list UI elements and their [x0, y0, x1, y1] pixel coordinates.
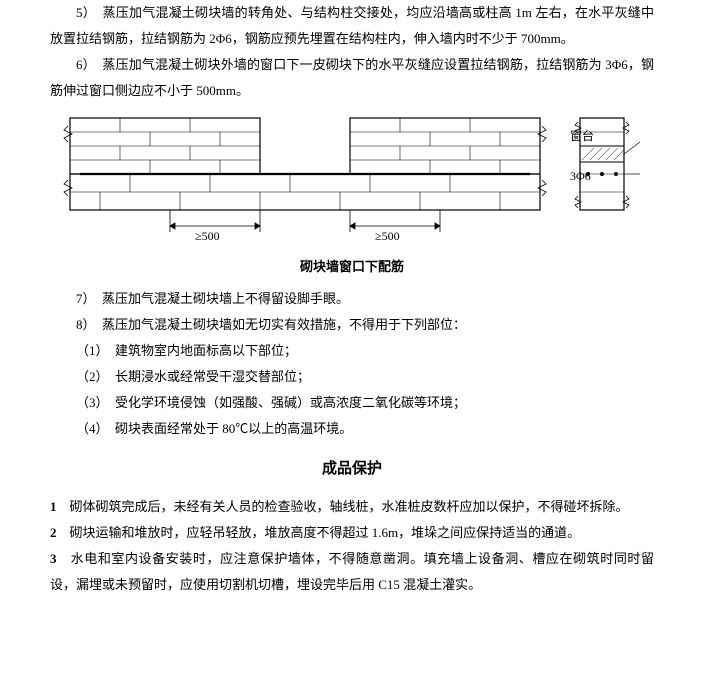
label-rebar: 3Φ6 [570, 169, 591, 183]
paragraph-8: 8） 蒸压加气混凝土砌块墙如无切实有效措施，不得用于下列部位： [50, 312, 654, 338]
sub-item-1: （1） 建筑物室内地面标高以下部位； [50, 338, 654, 364]
paragraph-7: 7） 蒸压加气混凝土砌块墙上不得留设脚手眼。 [50, 286, 654, 312]
protect-para-1: 1 砌体砌筑完成后，未经有关人员的检查验收，轴线桩，水准桩皮数杆应加以保护，不得… [50, 494, 654, 520]
label-sill: 窗台 [570, 128, 594, 143]
protect-para-3: 3 水电和室内设备安装时，应注意保护墙体，不得随意凿洞。填充墙上设备洞、槽应在砌… [50, 546, 654, 598]
paragraph-6: 6） 蒸压加气混凝土砌块外墙的窗口下一皮砌块下的水平灰缝应设置拉结钢筋，拉结钢筋… [50, 52, 654, 104]
p3-text: 水电和室内设备安装时，应注意保护墙体，不得随意凿洞。填充墙上设备洞、槽应在砌筑时… [50, 551, 654, 592]
dim-left-text: ≥500 [195, 229, 220, 243]
sub-item-2: （2） 长期浸水或经常受干湿交替部位； [50, 364, 654, 390]
sub-item-4: （4） 砌块表面经常处于 80℃以上的高温环境。 [50, 416, 654, 442]
section-title: 成品保护 [50, 454, 654, 484]
p1-text: 砌体砌筑完成后，未经有关人员的检查验收，轴线桩，水准桩皮数杆应加以保护，不得碰坏… [57, 499, 629, 514]
dim-right-text: ≥500 [375, 229, 400, 243]
diagram-svg: ≥500 ≥500 [50, 110, 654, 250]
p2-text: 砌块运输和堆放时，应轻吊轻放，堆放高度不得超过 1.6m，堆垛之间应保持适当的通… [57, 525, 581, 540]
document-page: 5） 蒸压加气混凝土砌块墙的转角处、与结构柱交接处，均应沿墙高或柱高 1m 左右… [0, 0, 704, 684]
protect-para-2: 2 砌块运输和堆放时，应轻吊轻放，堆放高度不得超过 1.6m，堆垛之间应保持适当… [50, 520, 654, 546]
sub-item-3: （3） 受化学环境侵蚀（如强酸、强碱）或高浓度二氧化碳等环境； [50, 390, 654, 416]
figure-caption: 砌块墙窗口下配筋 [50, 254, 654, 280]
paragraph-5: 5） 蒸压加气混凝土砌块墙的转角处、与结构柱交接处，均应沿墙高或柱高 1m 左右… [50, 0, 654, 52]
figure-window-sill-rebar: ≥500 ≥500 [50, 110, 654, 250]
